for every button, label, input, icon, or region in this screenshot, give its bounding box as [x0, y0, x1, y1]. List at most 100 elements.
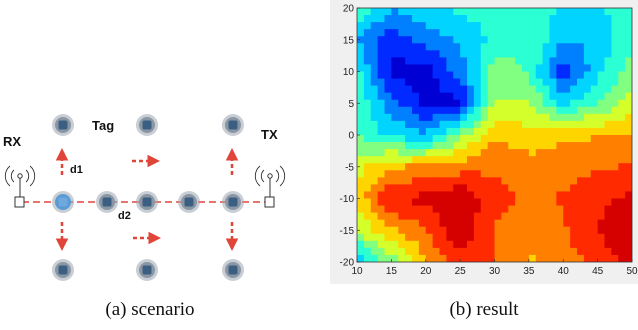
heatmap-cell [377, 233, 386, 242]
heatmap-cell [528, 64, 537, 73]
heatmap-cell [460, 15, 468, 23]
heatmap-cell [446, 170, 454, 178]
heatmap-cell [453, 184, 461, 193]
heatmap-cell [357, 29, 365, 37]
heatmap-cell [473, 50, 482, 58]
heatmap-cell [487, 99, 496, 108]
heatmap-cell [618, 120, 626, 129]
heatmap-cell [439, 127, 447, 136]
heatmap-cell [604, 36, 612, 44]
heatmap-cell [467, 8, 475, 16]
heatmap-cell [439, 149, 447, 157]
heatmap-cell [446, 191, 454, 200]
heatmap-cell [501, 135, 509, 143]
heatmap-cell [384, 85, 392, 94]
heatmap-cell [604, 212, 612, 221]
tag-node [222, 114, 244, 136]
heatmap-cell [460, 177, 468, 185]
heatmap-cell [487, 233, 496, 242]
heatmap-cell [625, 29, 632, 37]
heatmap-cell [556, 205, 564, 214]
heatmap-cell [556, 106, 564, 115]
heatmap-cell [549, 127, 557, 136]
heatmap-cell [597, 85, 606, 94]
heatmap-cell [618, 170, 626, 178]
heatmap-cell [467, 120, 475, 129]
heatmap-cell [432, 163, 441, 171]
heatmap-cell [453, 219, 461, 228]
heatmap-cell [522, 135, 530, 143]
heatmap-cell [542, 71, 551, 80]
heatmap-cell [542, 15, 551, 23]
y-axis-ticks: 20 15 10 5 0 -5 -10 -15 -20 [340, 4, 360, 269]
heatmap-cell [391, 92, 399, 101]
heatmap-cell [377, 170, 386, 178]
heatmap-cell [391, 113, 399, 122]
heatmap-cell [515, 135, 523, 143]
heatmap-cell [467, 36, 475, 44]
heatmap-cell [535, 99, 544, 108]
heatmap-cell [618, 85, 626, 94]
heatmap-cell [453, 149, 461, 157]
heatmap-cell [508, 254, 516, 262]
heatmap-cell [618, 198, 626, 207]
heatmap-cell [590, 36, 599, 44]
heatmap-cell [446, 177, 454, 185]
heatmap-cell [597, 184, 606, 193]
heatmap-cell [473, 233, 482, 242]
heatmap-cell [549, 219, 557, 228]
heatmap-cell [570, 99, 578, 108]
heatmap-cell [480, 99, 489, 108]
heatmap-cell [528, 113, 537, 122]
heatmap-cell [563, 219, 571, 228]
heatmap-cell [418, 156, 427, 164]
y-tick-label: -20 [340, 258, 355, 269]
heatmap-cell [398, 8, 406, 16]
heatmap-cell [522, 212, 530, 221]
heatmap-cell [535, 50, 544, 58]
heatmap-cell [501, 240, 509, 249]
heatmap-cell [405, 219, 413, 228]
heatmap-cell [357, 219, 365, 228]
heatmap-cell [515, 99, 523, 108]
heatmap-cell [563, 254, 571, 262]
heatmap-cell [563, 233, 571, 242]
heatmap-cell [583, 22, 592, 30]
heatmap-cell [556, 99, 564, 108]
heatmap-cell [460, 149, 468, 157]
heatmap-cell [625, 219, 632, 228]
heatmap-cell [363, 106, 372, 115]
heatmap-cell [398, 120, 406, 129]
heatmap-cell [377, 106, 386, 115]
heatmap-cell [577, 120, 585, 129]
heatmap-cell [597, 120, 606, 129]
heatmap-cell [590, 226, 599, 235]
heatmap-cell [515, 36, 523, 44]
heatmap-cell [515, 92, 523, 101]
heatmap-cell [391, 212, 399, 221]
heatmap-cell [363, 85, 372, 94]
heatmap-cell [535, 64, 544, 73]
heatmap-cell [522, 170, 530, 178]
heatmap-cell [494, 78, 502, 87]
heatmap-cell [405, 43, 413, 51]
heatmap-cell [577, 22, 585, 30]
heatmap-cell [460, 43, 468, 51]
heatmap-cell [494, 254, 502, 262]
heatmap-cell [508, 205, 516, 214]
heatmap-cell [487, 85, 496, 94]
heatmap-cell [604, 57, 612, 66]
heatmap-cell [618, 50, 626, 58]
heatmap-cell [398, 240, 406, 249]
heatmap-cell [460, 78, 468, 87]
heatmap-cell [432, 184, 441, 193]
heatmap-cell [439, 163, 447, 171]
heatmap-cell [522, 163, 530, 171]
heatmap-cell [467, 191, 475, 200]
heatmap-cell [453, 205, 461, 214]
y-tick-label: -10 [340, 194, 355, 205]
heatmap-cell [384, 142, 392, 150]
heatmap-cell [583, 15, 592, 23]
heatmap-cell [473, 22, 482, 30]
heatmap-cell [625, 156, 632, 164]
